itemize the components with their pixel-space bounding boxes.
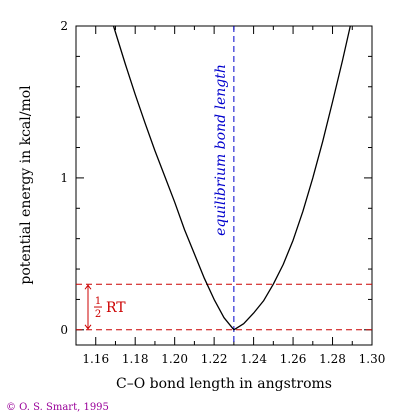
y-axis-label: potential energy in kcal/mol bbox=[18, 85, 34, 285]
y-tick-label: 1 bbox=[60, 171, 68, 185]
annotation-layer: equilibrium bond length 1 2 RT bbox=[84, 64, 229, 330]
y-tick-label: 0 bbox=[60, 323, 68, 337]
rt-fraction-denominator: 2 bbox=[95, 309, 101, 320]
x-tick-label: 1.30 bbox=[359, 352, 386, 366]
x-tick-label: 1.28 bbox=[319, 352, 346, 366]
rt-fraction-numerator: 1 bbox=[95, 296, 101, 307]
rt-arrow-head-down bbox=[84, 324, 92, 330]
plot-frame bbox=[75, 25, 373, 346]
equilibrium-label: equilibrium bond length bbox=[213, 64, 229, 236]
x-tick-label: 1.24 bbox=[240, 352, 267, 366]
x-tick-label: 1.18 bbox=[122, 352, 149, 366]
y-tick-label: 2 bbox=[60, 19, 68, 33]
copyright-footer: © O. S. Smart, 1995 bbox=[6, 402, 109, 413]
rt-arrow-head-up bbox=[84, 284, 92, 290]
x-tick-label: 1.20 bbox=[161, 352, 188, 366]
x-tick-label: 1.16 bbox=[82, 352, 109, 366]
x-axis-label: C–O bond length in angstroms bbox=[116, 376, 332, 392]
reference-lines bbox=[76, 26, 372, 345]
x-tick-label: 1.26 bbox=[280, 352, 307, 366]
x-tick-label: 1.22 bbox=[201, 352, 228, 366]
series-layer bbox=[112, 25, 351, 331]
rt-label: RT bbox=[106, 300, 126, 316]
ticks-layer: 1.16 1.18 1.20 1.22 1.24 1.26 1.28 1.30 0 1 2 bbox=[60, 19, 385, 366]
